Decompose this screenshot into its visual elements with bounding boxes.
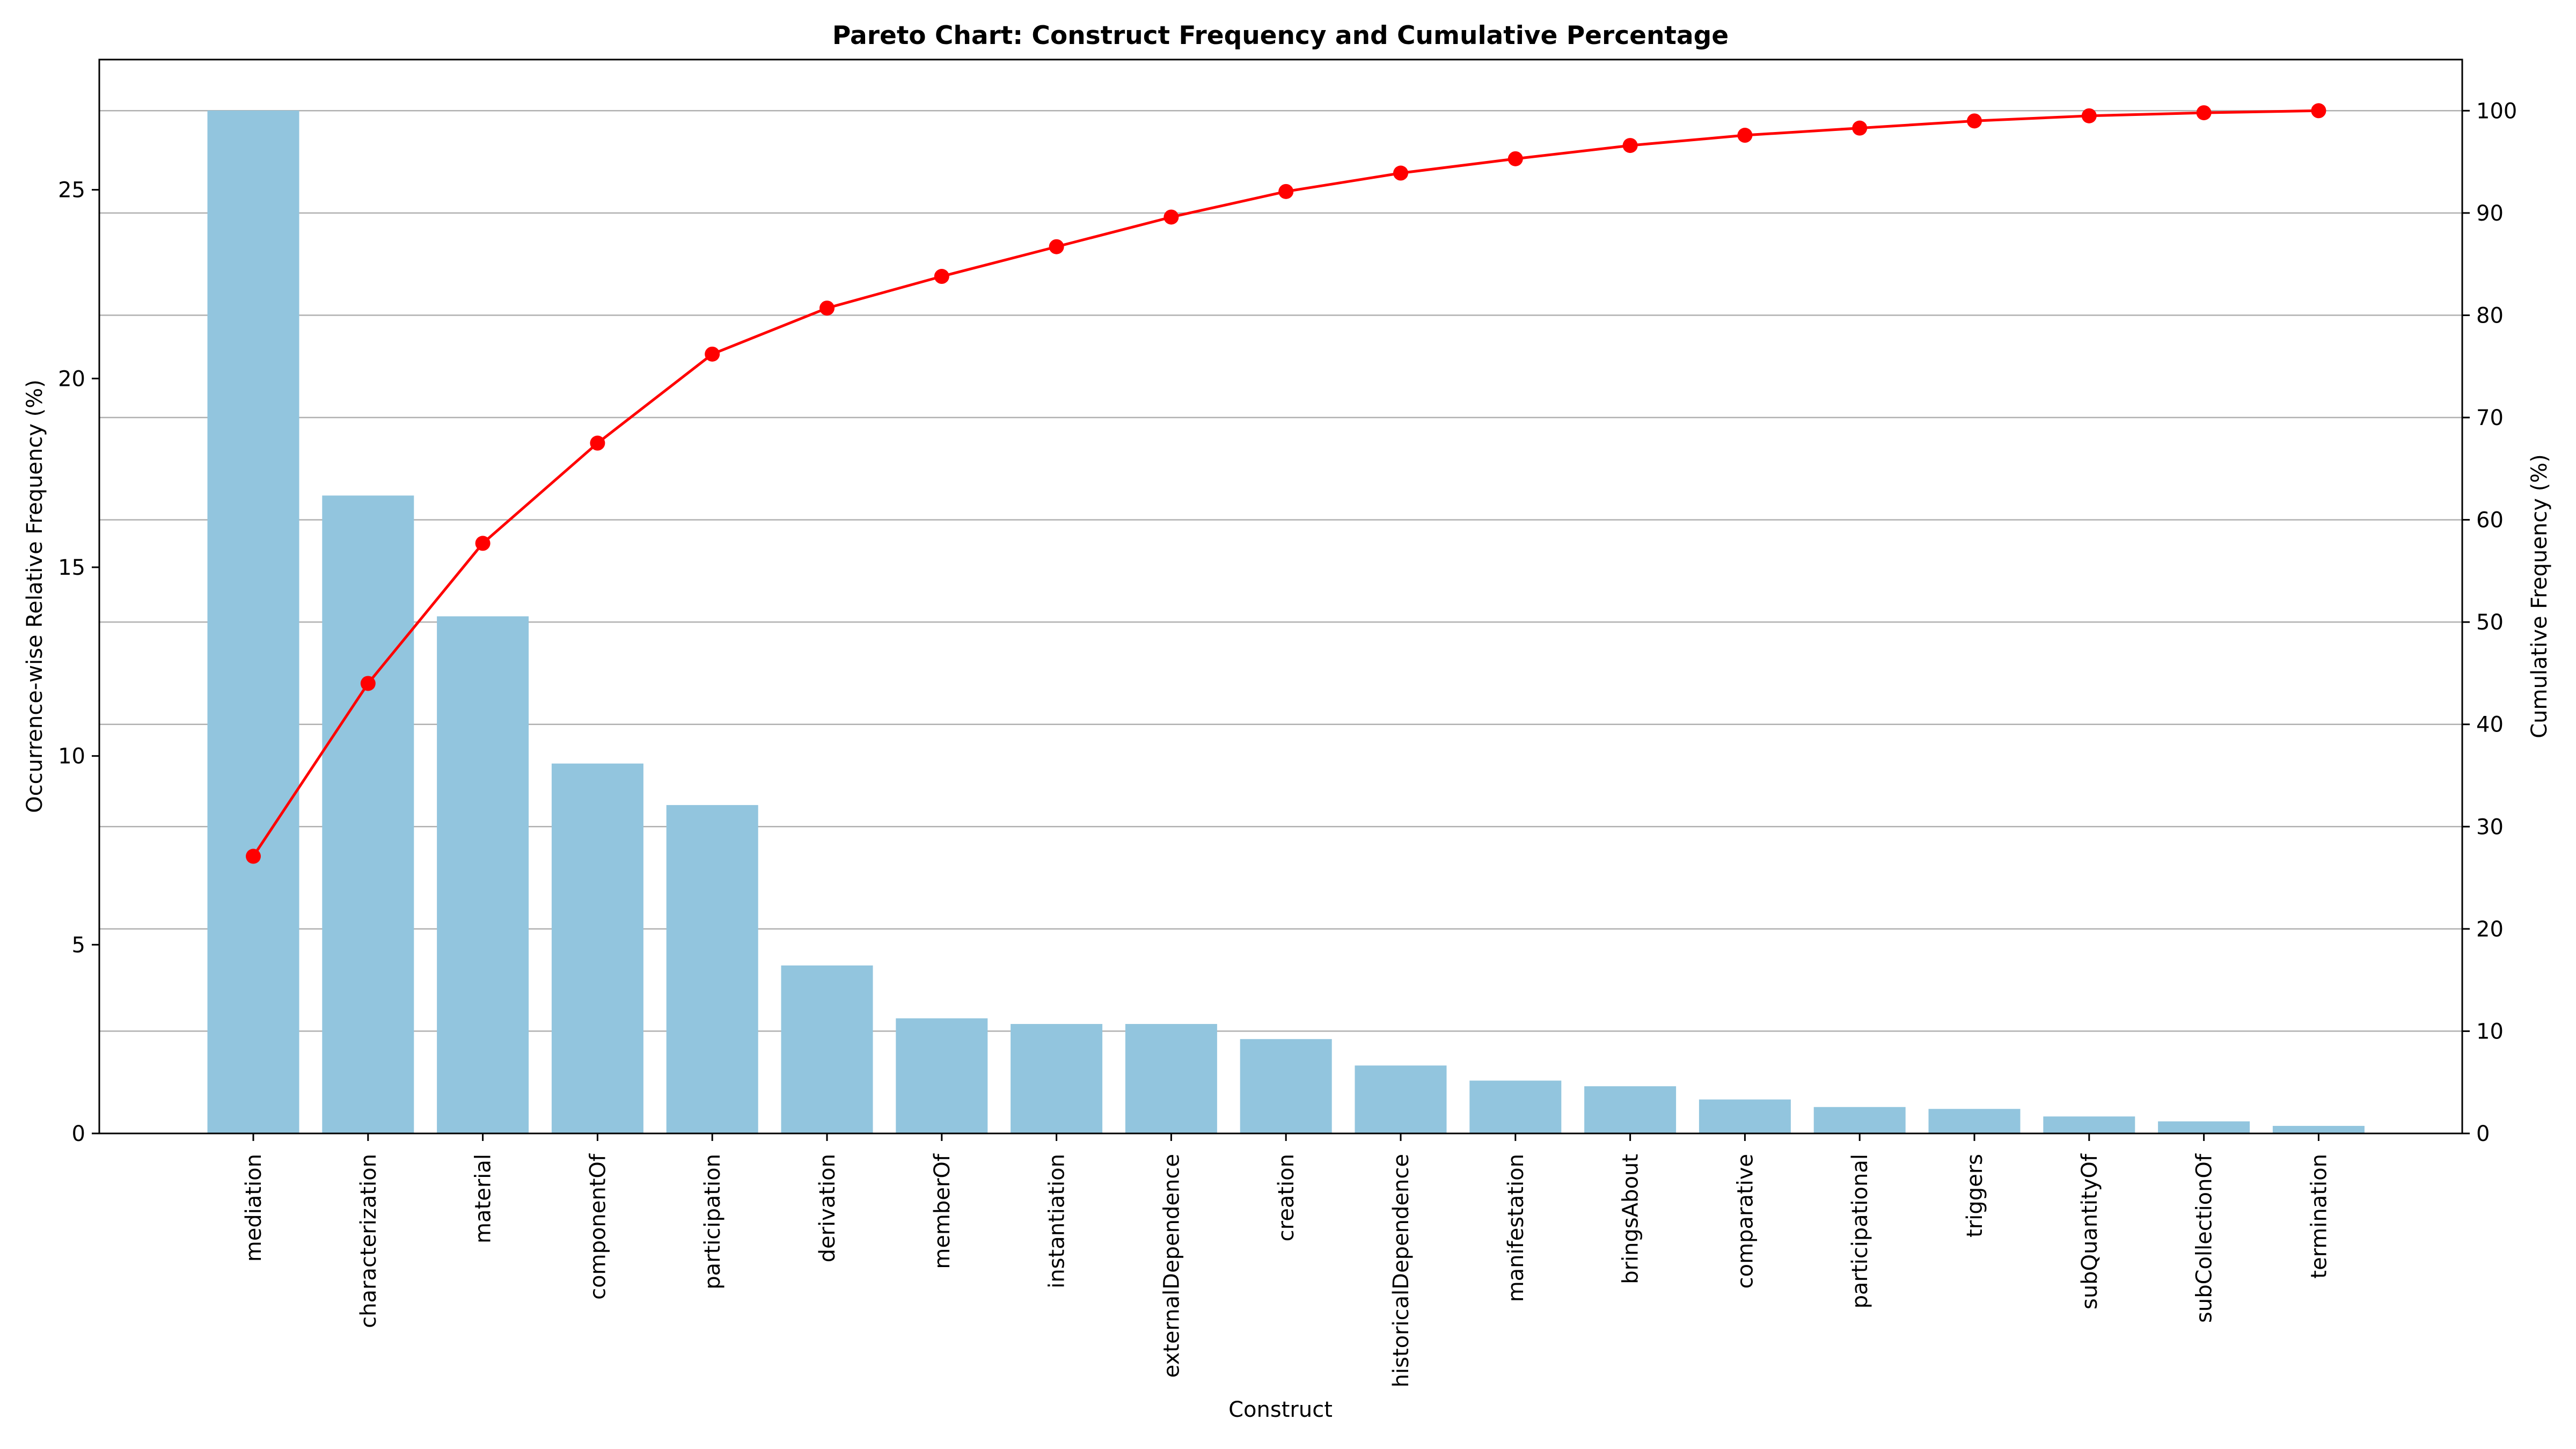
bar (1928, 1109, 2021, 1133)
bar (2158, 1121, 2250, 1133)
x-tick-label: characterization (356, 1154, 381, 1328)
cumulative-point (360, 676, 376, 691)
axes: 0 5 10 15 20 25 0 10 20 30 40 50 60 70 80 90 100 mediatio… (58, 99, 2517, 1387)
cumulative-point (2311, 103, 2326, 119)
x-tick-label: material (471, 1154, 496, 1243)
y-tick-label: 20 (58, 367, 85, 391)
cumulative-point (1737, 128, 1753, 143)
x-tick-label: historicalDependence (1389, 1154, 1414, 1387)
bar (2272, 1125, 2365, 1133)
bar (896, 1018, 988, 1133)
y2-tick-label: 100 (2476, 99, 2517, 123)
cumulative-point (590, 435, 605, 451)
bar (1011, 1024, 1103, 1133)
x-tick-label: bringsAbout (1619, 1154, 1643, 1284)
y2-tick-label: 30 (2476, 815, 2504, 839)
cumulative-point (1967, 113, 1982, 129)
cumulative-point (1507, 151, 1523, 166)
x-tick-label: triggers (1963, 1154, 1987, 1238)
plot-frame (98, 58, 2463, 1135)
bar (1125, 1024, 1217, 1133)
cumulative-point (934, 269, 949, 284)
x-tick-label: mediation (241, 1154, 266, 1262)
bar (1355, 1065, 1447, 1133)
cumulative-point (1852, 120, 1868, 136)
x-tick-label: memberOf (930, 1153, 955, 1269)
cumulative-point (1393, 165, 1408, 181)
x-axis-label: Construct (1228, 1397, 1333, 1422)
bar (1584, 1086, 1677, 1133)
bar (1240, 1039, 1332, 1133)
bar (551, 763, 643, 1133)
y-tick-label: 5 (72, 933, 85, 957)
bar (1699, 1099, 1791, 1133)
x-tick-label: subQuantityOf (2077, 1153, 2102, 1309)
x-tick-label: participation (700, 1154, 725, 1290)
cumulative-line-series (246, 103, 2326, 864)
x-tick-label: instantiation (1045, 1154, 1070, 1289)
x-tick-label: termination (2307, 1154, 2331, 1279)
bar-series (207, 110, 2365, 1134)
y2-tick-label: 80 (2476, 303, 2504, 328)
cumulative-point (1622, 138, 1638, 153)
cumulative-point (1049, 239, 1064, 254)
x-tick-label: subCollectionOf (2192, 1153, 2217, 1323)
cumulative-point (1278, 184, 1294, 199)
y-axis-label: Occurrence-wise Relative Frequency (%) (23, 379, 47, 813)
y2-tick-label: 10 (2476, 1019, 2504, 1044)
y2-tick-label: 0 (2476, 1122, 2490, 1146)
x-tick-label: derivation (815, 1154, 840, 1262)
bar (207, 110, 299, 1133)
x-tick-label: participational (1848, 1154, 1872, 1308)
y-tick-label: 15 (58, 555, 85, 580)
cumulative-point (246, 848, 261, 864)
cumulative-point (705, 346, 720, 362)
y2-tick-label: 70 (2476, 406, 2504, 430)
y2-axis-label: Cumulative Frequency (%) (2527, 454, 2552, 738)
x-tick-label: creation (1274, 1154, 1299, 1241)
bar (666, 805, 758, 1133)
cumulative-point (1163, 209, 1179, 225)
bar (2043, 1116, 2135, 1133)
cumulative-point (2196, 105, 2212, 121)
x-tick-label: externalDependence (1159, 1154, 1184, 1378)
bar (1469, 1080, 1562, 1133)
bar (437, 616, 529, 1133)
y-tick-label: 10 (58, 744, 85, 769)
chart-title: Pareto Chart: Construct Frequency and Cu… (832, 21, 1729, 50)
y2-tick-label: 50 (2476, 610, 2504, 635)
x-tick-label: comparative (1733, 1154, 1758, 1289)
cumulative-point (819, 301, 835, 316)
y-tick-label: 25 (58, 178, 85, 203)
x-tick-label: componentOf (586, 1153, 610, 1300)
cumulative-point (475, 536, 491, 551)
y2-tick-label: 60 (2476, 508, 2504, 533)
bar (322, 495, 414, 1134)
bar (781, 965, 873, 1133)
x-tick-label: manifestation (1504, 1154, 1528, 1302)
y2-tick-label: 20 (2476, 917, 2504, 942)
y-tick-label: 0 (72, 1122, 85, 1146)
bar (1813, 1107, 1906, 1133)
y2-tick-label: 90 (2476, 201, 2504, 226)
y2-tick-label: 40 (2476, 713, 2504, 737)
cumulative-point (2081, 108, 2097, 123)
